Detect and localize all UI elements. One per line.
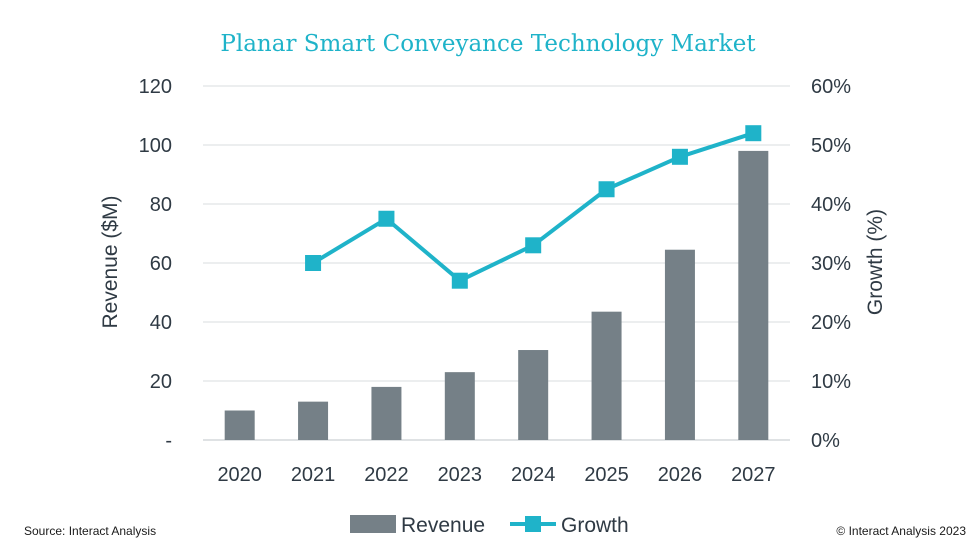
growth-marker (745, 125, 762, 142)
revenue-bar (591, 311, 622, 440)
right-tick-label: 10% (811, 371, 851, 393)
revenue-bars (224, 150, 769, 440)
right-axis-title: Growth (%) (864, 209, 887, 315)
x-tick-label: 2025 (584, 464, 629, 486)
left-tick-label: 100 (139, 135, 172, 157)
gridlines (203, 85, 790, 441)
legend-growth-marker (525, 516, 541, 532)
growth-marker (305, 255, 322, 271)
left-tick-label: 40 (150, 312, 172, 334)
right-tick-label: 30% (811, 253, 851, 275)
revenue-bar (224, 410, 255, 440)
copyright-note: © Interact Analysis 2023 (836, 524, 966, 538)
x-tick-label: 2021 (291, 464, 336, 486)
growth-line-series (305, 125, 762, 289)
x-tick-label: 2022 (364, 464, 409, 486)
legend-revenue-swatch (350, 515, 396, 533)
revenue-bar (371, 386, 402, 440)
x-tick-label: 2027 (731, 464, 776, 486)
legend-growth-label: Growth (561, 514, 629, 537)
x-tick-label: 2024 (511, 464, 556, 486)
revenue-bar (518, 350, 549, 440)
left-tick-label: - (165, 430, 172, 452)
left-tick-label: 20 (150, 371, 172, 393)
left-axis-title: Revenue ($M) (99, 195, 122, 328)
right-axis-ticks: 0% 10% 20% 30% 40% 50% 60% (811, 76, 851, 452)
left-tick-label: 60 (150, 253, 172, 275)
source-note: Source: Interact Analysis (24, 524, 157, 538)
legend-revenue-label: Revenue (401, 514, 485, 537)
chart-title: Planar Smart Conveyance Technology Marke… (220, 31, 756, 57)
right-tick-label: 60% (811, 76, 851, 98)
right-tick-label: 20% (811, 312, 851, 334)
growth-marker (525, 237, 542, 254)
growth-marker (378, 210, 395, 227)
right-tick-label: 50% (811, 135, 851, 157)
x-tick-label: 2020 (217, 464, 262, 486)
x-axis-ticks: 2020 2021 2022 2023 2024 2025 2026 2027 (217, 464, 775, 486)
left-tick-label: 120 (139, 76, 172, 98)
legend: Revenue Growth (350, 514, 629, 537)
right-tick-label: 40% (811, 194, 851, 216)
growth-marker (671, 148, 688, 165)
revenue-bar (298, 401, 329, 440)
right-tick-label: 0% (811, 430, 840, 452)
growth-marker (451, 272, 468, 289)
left-tick-label: 80 (150, 194, 172, 216)
x-tick-label: 2023 (438, 464, 483, 486)
revenue-bar (444, 372, 475, 440)
left-axis-ticks: - 20 40 60 80 100 120 (139, 76, 172, 452)
revenue-bar (738, 150, 769, 440)
x-tick-label: 2026 (658, 464, 703, 486)
growth-marker (598, 181, 615, 198)
revenue-bar (664, 249, 695, 440)
